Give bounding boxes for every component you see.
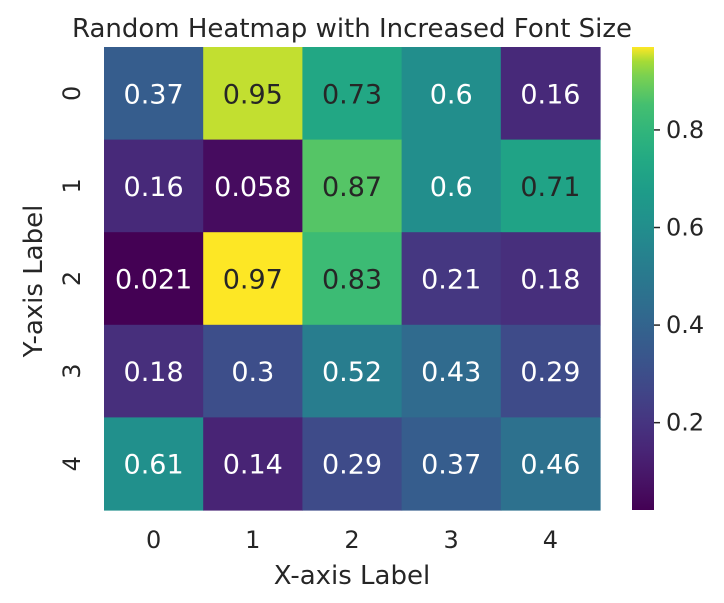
cell-value-label: 0.97 bbox=[223, 265, 283, 296]
cell-value-label: 0.18 bbox=[124, 357, 184, 388]
colorbar-tick-label: 0.4 bbox=[666, 311, 704, 339]
cell-value-label: 0.71 bbox=[520, 172, 580, 203]
cell-value-label: 0.73 bbox=[322, 79, 382, 110]
heatmap-cell-r1-c3 bbox=[401, 139, 502, 233]
heatmap-cell-r0-c0 bbox=[104, 47, 204, 141]
y-tick-labels: 0 1 2 3 4 bbox=[58, 86, 86, 472]
y-tick-label: 1 bbox=[58, 178, 86, 193]
x-tick-label: 3 bbox=[444, 526, 459, 554]
cell-value-label: 0.29 bbox=[520, 357, 580, 388]
heatmap-cell-r4-c2 bbox=[302, 417, 403, 511]
heatmap-cell-r4-c1 bbox=[203, 417, 303, 511]
y-axis-label: Y-axis Label bbox=[19, 205, 49, 359]
cell-value-label: 0.021 bbox=[115, 265, 192, 296]
cell-value-label: 0.95 bbox=[223, 79, 283, 110]
heatmap-cell-r2-c1 bbox=[203, 232, 303, 326]
cell-value-label: 0.14 bbox=[223, 450, 283, 481]
heatmap-cell-r3-c4 bbox=[500, 324, 601, 418]
heatmap-cell-r2-c4 bbox=[500, 232, 601, 326]
cell-value-label: 0.37 bbox=[421, 450, 481, 481]
colorbar-tick-label: 0.2 bbox=[666, 409, 704, 437]
x-tick-label: 2 bbox=[344, 526, 359, 554]
cell-value-label: 0.46 bbox=[520, 450, 580, 481]
heatmap-cell-r2-c3 bbox=[401, 232, 502, 326]
cell-value-label: 0.16 bbox=[520, 79, 580, 110]
heatmap-cell-r1-c2 bbox=[302, 139, 403, 233]
y-tick-label: 2 bbox=[58, 271, 86, 286]
heatmap-cell-r0-c4 bbox=[500, 47, 601, 141]
y-tick-label: 4 bbox=[58, 456, 86, 471]
cell-value-label: 0.87 bbox=[322, 172, 382, 203]
colorbar-tick-label: 0.6 bbox=[666, 214, 704, 242]
cell-value-label: 0.29 bbox=[322, 450, 382, 481]
x-tick-label: 1 bbox=[245, 526, 260, 554]
heatmap-cell-r4-c3 bbox=[401, 417, 502, 511]
cell-value-label: 0.18 bbox=[520, 265, 580, 296]
heatmap-cell-r1-c1 bbox=[203, 139, 303, 233]
chart-title: Random Heatmap with Increased Font Size bbox=[72, 14, 632, 44]
cell-value-label: 0.52 bbox=[322, 357, 382, 388]
cell-value-label: 0.43 bbox=[421, 357, 481, 388]
heatmap-cell-r0-c1 bbox=[203, 47, 303, 141]
colorbar-tick-label: 0.8 bbox=[666, 116, 704, 144]
heatmap-cell-r3-c2 bbox=[302, 324, 403, 418]
cell-value-label: 0.61 bbox=[124, 450, 184, 481]
heatmap-cell-r1-c0 bbox=[104, 139, 204, 233]
cell-value-label: 0.83 bbox=[322, 265, 382, 296]
heatmap-cell-r0-c2 bbox=[302, 47, 403, 141]
heatmap-cell-r4-c4 bbox=[500, 417, 601, 511]
cell-value-label: 0.6 bbox=[430, 79, 473, 110]
heatmap-cell-r4-c0 bbox=[104, 417, 204, 511]
heatmap-cell-r3-c0 bbox=[104, 324, 204, 418]
heatmap-cell-r3-c3 bbox=[401, 324, 502, 418]
heatmap-cell-r2-c0 bbox=[104, 232, 204, 326]
y-tick-label: 0 bbox=[58, 86, 86, 101]
cell-value-label: 0.37 bbox=[124, 79, 184, 110]
x-tick-label: 4 bbox=[543, 526, 558, 554]
heatmap-cell-r0-c3 bbox=[401, 47, 502, 141]
cell-value-label: 0.058 bbox=[214, 172, 291, 203]
heatmap-cell-r1-c4 bbox=[500, 139, 601, 233]
x-tick-labels: 0 1 2 3 4 bbox=[146, 526, 558, 554]
y-tick-label: 3 bbox=[58, 363, 86, 378]
cell-value-label: 0.21 bbox=[421, 265, 481, 296]
x-axis-label: X-axis Label bbox=[274, 561, 430, 591]
cell-value-label: 0.16 bbox=[124, 172, 184, 203]
heatmap-cells: 0.37 0.95 0.73 0.6 0.16 0.16 0.058 0.87 0.6 0.71 0… bbox=[104, 47, 601, 511]
heatmap-cell-r2-c2 bbox=[302, 232, 403, 326]
x-tick-label: 0 bbox=[146, 526, 161, 554]
heatmap-cell-r3-c1 bbox=[203, 324, 303, 418]
cell-value-label: 0.6 bbox=[430, 172, 473, 203]
colorbar-ticks: 0.2 0.4 0.6 0.8 bbox=[654, 116, 704, 437]
cell-value-label: 0.3 bbox=[231, 357, 274, 388]
colorbar bbox=[632, 47, 654, 510]
